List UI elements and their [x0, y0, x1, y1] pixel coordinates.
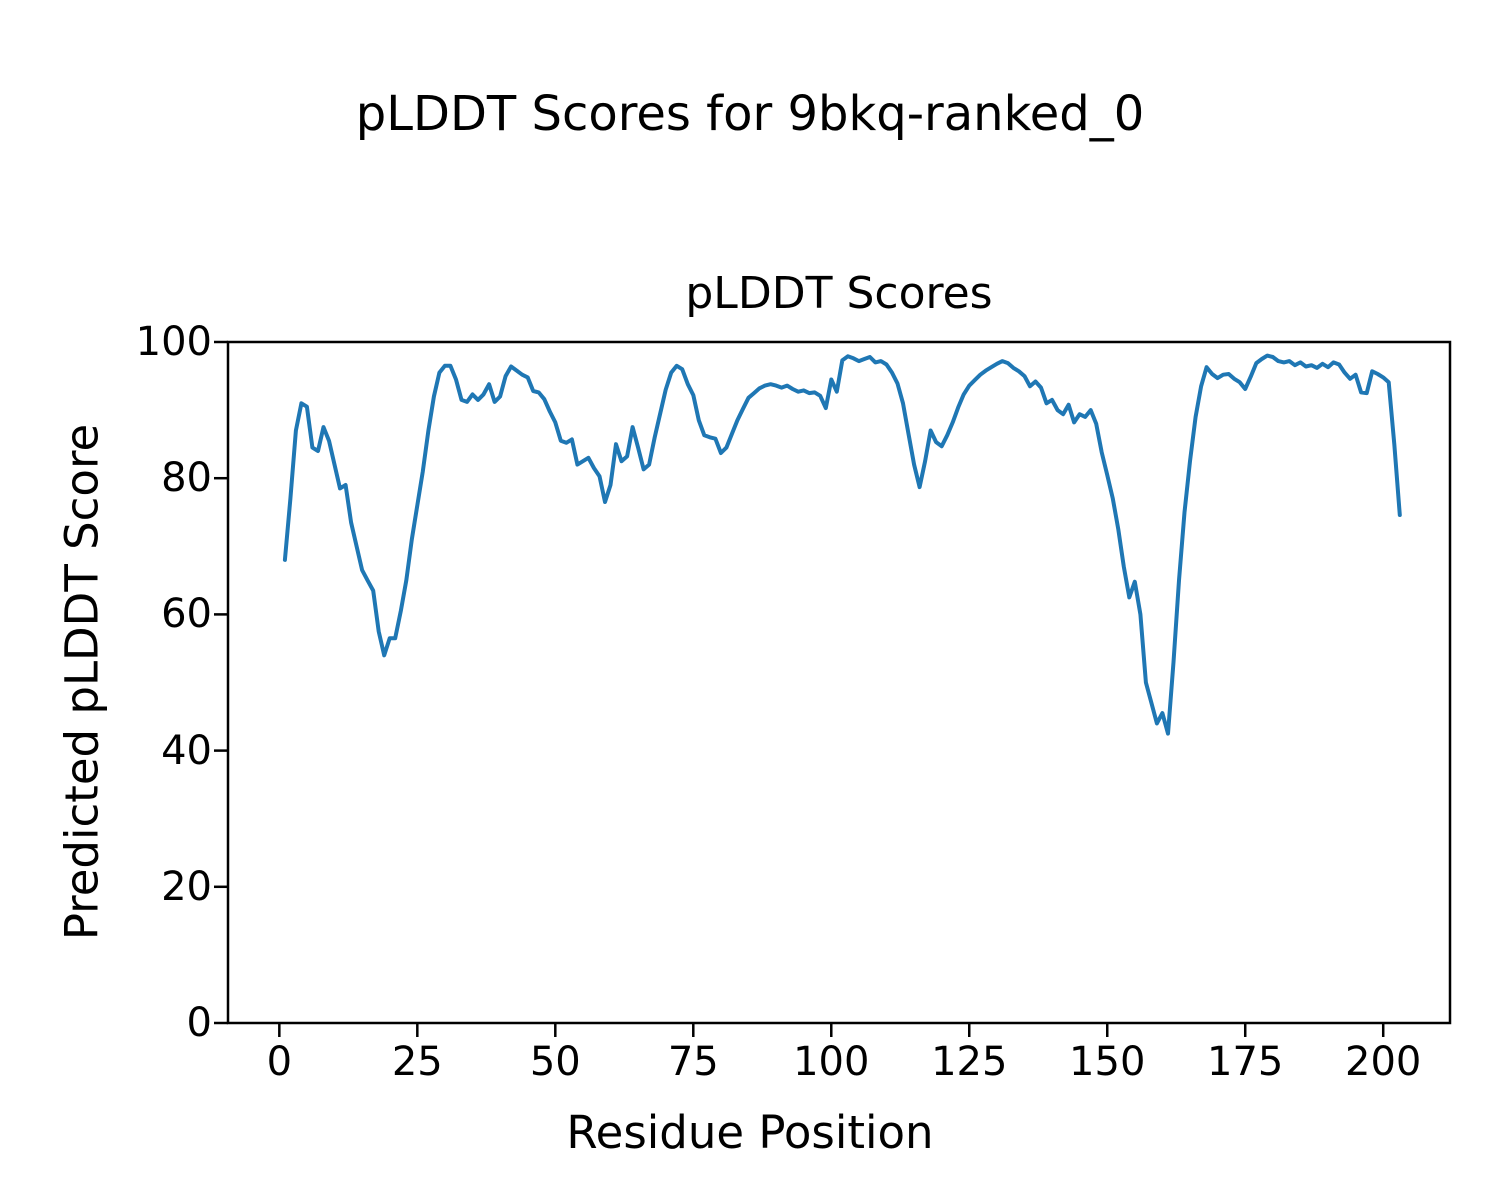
figure-title: pLDDT Scores for 9bkq-ranked_0	[355, 86, 1145, 142]
x-tick-label: 125	[931, 1039, 1008, 1085]
x-axis-label: Residue Position	[566, 1106, 934, 1159]
axes-title: pLDDT Scores	[685, 268, 993, 319]
y-tick-label: 0	[186, 1000, 212, 1046]
y-axis-label: Predicted pLDDT Score	[55, 423, 109, 941]
plddt-score-line	[282, 353, 1402, 736]
plot-area-border	[226, 340, 1452, 1025]
x-tick-label: 200	[1345, 1039, 1422, 1085]
axis-tick-marks	[214, 340, 1385, 1037]
y-tick-label: 80	[161, 455, 212, 502]
x-tick-label: 100	[793, 1039, 870, 1085]
x-tick-label: 175	[1207, 1039, 1284, 1085]
x-tick-label: 0	[266, 1039, 293, 1085]
x-tick-label: 50	[529, 1039, 581, 1085]
y-tick-label: 40	[161, 727, 212, 774]
y-tick-label: 100	[135, 319, 212, 365]
y-tick-label: 60	[161, 591, 212, 638]
y-tick-label: 20	[161, 863, 212, 910]
x-tick-label: 75	[667, 1039, 719, 1085]
x-tick-label: 150	[1069, 1039, 1146, 1085]
x-tick-label: 25	[391, 1039, 443, 1085]
